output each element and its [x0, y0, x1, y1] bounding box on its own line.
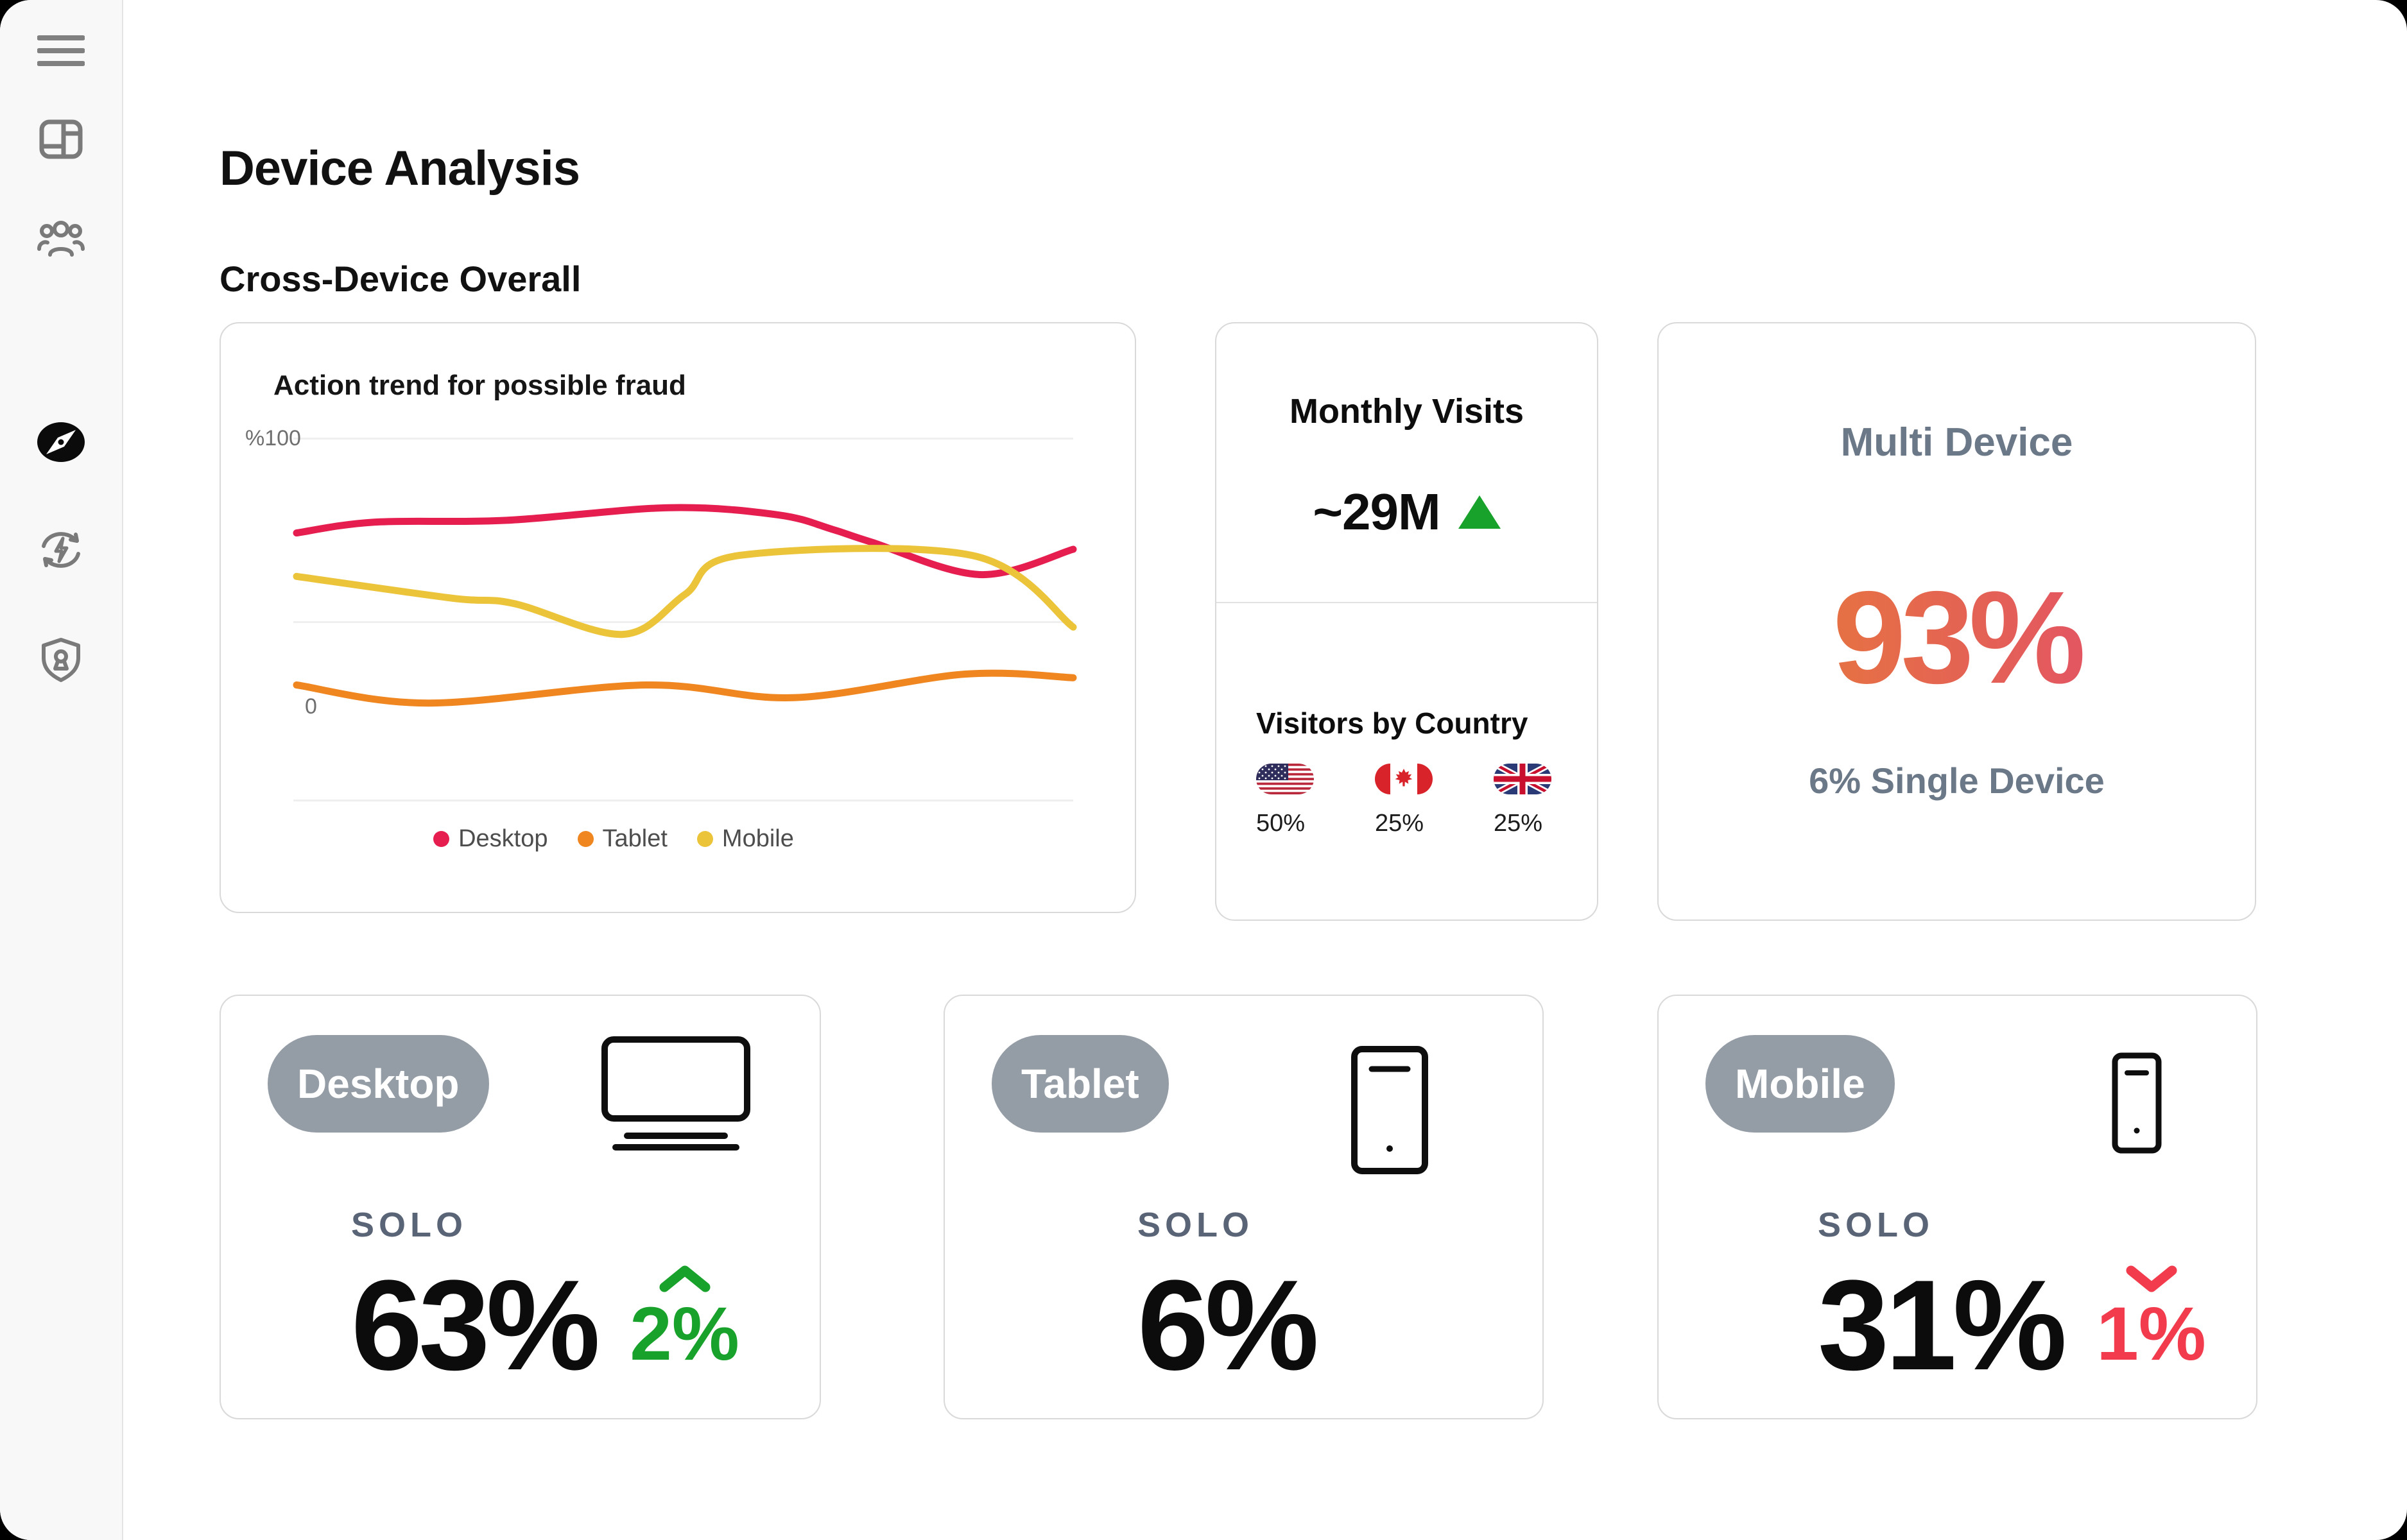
- country-share: 25%: [1375, 810, 1424, 837]
- sidebar-item-sync[interactable]: [0, 526, 122, 575]
- gridline-100: [293, 438, 1073, 440]
- visitors-by-country-title: Visitors by Country: [1256, 706, 1528, 740]
- divider: [1216, 602, 1597, 603]
- mobile-solo-value: 31%: [1818, 1254, 2067, 1397]
- y-axis-label-100: %100: [245, 426, 301, 450]
- gridline-mid: [293, 621, 1073, 623]
- country-share: 25%: [1494, 810, 1543, 837]
- mobile-solo-stat: SOLO 31% 1%: [1818, 1205, 2206, 1390]
- mobile-dot-icon: [696, 831, 713, 847]
- y-axis-label-0: 0: [305, 694, 317, 719]
- monthly-visits-value-row: ~29M: [1216, 483, 1597, 542]
- sidebar-item-security[interactable]: [0, 637, 122, 685]
- visitors-by-country-list: 50% 25%: [1256, 764, 1551, 837]
- chevron-down-icon: [2126, 1265, 2177, 1292]
- tablet-solo-value: 6%: [1137, 1254, 1319, 1397]
- desktop-solo-card: Desktop SOLO 63% 2%: [220, 995, 821, 1419]
- country-share: 50%: [1256, 810, 1306, 837]
- canada-flag-icon: [1375, 764, 1433, 794]
- legend-item-desktop: Desktop: [433, 825, 548, 853]
- badge-label: Tablet: [1021, 1061, 1139, 1107]
- solo-label: SOLO: [1137, 1206, 1254, 1244]
- chart-legend: Desktop Tablet Mobile: [157, 825, 1071, 853]
- mobile-phone-icon: [2112, 1052, 2162, 1157]
- desktop-solo-value: 63%: [351, 1254, 600, 1397]
- badge-label: Desktop: [297, 1061, 460, 1107]
- menu-button[interactable]: [0, 26, 122, 77]
- hamburger-icon: [37, 35, 85, 68]
- section-title: Cross-Device Overall: [220, 259, 582, 300]
- mobile-badge: Mobile: [1705, 1035, 1895, 1133]
- sidebar-item-compass-active[interactable]: [0, 421, 122, 465]
- sidebar-item-users[interactable]: [0, 216, 122, 264]
- desktop-solo-stat: SOLO 63% 2%: [351, 1205, 739, 1390]
- mobile-change-value: 1%: [2096, 1292, 2206, 1376]
- legend-item-mobile: Mobile: [696, 825, 794, 853]
- monthly-visits-title: Monthly Visits: [1289, 392, 1524, 431]
- solo-label: SOLO: [1818, 1206, 1935, 1244]
- dashboard-icon: [39, 119, 83, 161]
- monthly-visits-card: Monthly Visits ~29M Visitors by Country: [1215, 322, 1598, 921]
- fraud-trend-card: Action trend for possible fraud %100 0 D…: [220, 322, 1136, 913]
- tablet-solo-card: Tablet SOLO 6%: [944, 995, 1544, 1419]
- multi-device-value: 93%: [1659, 562, 2255, 714]
- monthly-visits-value: ~29M: [1313, 483, 1440, 540]
- desktop-badge: Desktop: [268, 1035, 489, 1133]
- sidebar: [0, 0, 123, 1540]
- desktop-change-value: 2%: [630, 1292, 739, 1376]
- sidebar-item-dashboard[interactable]: [0, 116, 122, 164]
- sync-energy-icon: [39, 529, 83, 572]
- country-canada: 25%: [1375, 764, 1433, 837]
- desktop-dot-icon: [433, 831, 450, 847]
- trend-up-triangle-icon: [1458, 495, 1501, 529]
- users-icon: [37, 220, 85, 261]
- trend-lines: [293, 504, 1077, 707]
- single-device-subtitle: 6% Single Device: [1809, 760, 2105, 801]
- tablet-dot-icon: [577, 831, 594, 847]
- desktop-change-indicator: 2%: [630, 1264, 739, 1374]
- multi-device-title: Multi Device: [1840, 420, 2073, 465]
- multi-device-card: Multi Device 93% 6% Single Device: [1657, 322, 2256, 921]
- mobile-change-indicator: 1%: [2096, 1264, 2206, 1374]
- shield-lock-icon: [40, 637, 82, 685]
- us-flag-icon: [1256, 764, 1314, 794]
- compass-icon: [37, 422, 85, 465]
- desktop-monitor-icon: [601, 1036, 750, 1154]
- legend-item-tablet: Tablet: [577, 825, 668, 853]
- gridline-baseline: [293, 800, 1073, 801]
- chevron-up-icon: [659, 1265, 711, 1292]
- badge-label: Mobile: [1735, 1061, 1865, 1107]
- tablet-solo-stat: SOLO 6%: [1137, 1205, 1319, 1397]
- uk-flag-icon: [1494, 764, 1551, 794]
- country-uk: 25%: [1494, 764, 1551, 837]
- chart-title: Action trend for possible fraud: [273, 370, 686, 401]
- tablet-badge: Tablet: [992, 1035, 1169, 1133]
- solo-label: SOLO: [351, 1206, 468, 1244]
- page-title: Device Analysis: [220, 141, 580, 196]
- tablet-icon: [1351, 1046, 1428, 1177]
- mobile-solo-card: Mobile SOLO 31% 1%: [1657, 995, 2257, 1419]
- country-us: 50%: [1256, 764, 1314, 837]
